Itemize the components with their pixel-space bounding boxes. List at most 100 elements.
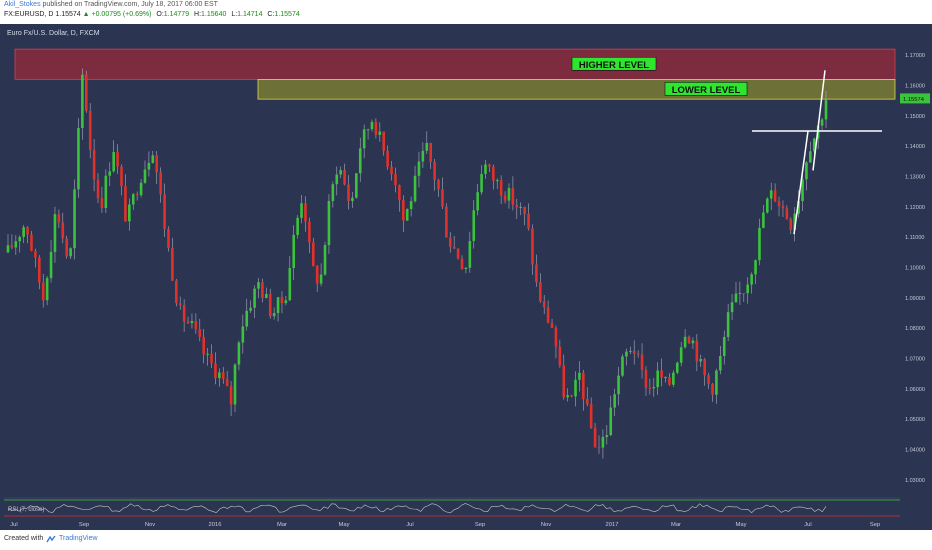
candle <box>585 399 589 405</box>
candle <box>84 74 88 111</box>
y-tick-label: 1.03000 <box>905 478 925 484</box>
price-axis <box>900 24 932 530</box>
candle <box>41 282 45 301</box>
candle <box>194 320 198 329</box>
candle <box>719 355 722 371</box>
candle <box>284 300 288 304</box>
candle <box>206 353 209 355</box>
candle <box>257 282 260 289</box>
candle <box>10 245 14 248</box>
candle <box>589 404 593 429</box>
candle <box>515 204 519 208</box>
created-with-text: Created with <box>4 535 44 542</box>
candle <box>668 377 671 385</box>
candle <box>288 268 292 301</box>
rsi-line <box>7 503 827 514</box>
candle <box>402 200 405 221</box>
candle <box>398 184 401 201</box>
y-tick-label: 1.14000 <box>905 144 925 150</box>
candle <box>34 251 37 258</box>
candle <box>738 293 742 295</box>
candle <box>77 127 80 190</box>
candle <box>433 161 436 180</box>
candle <box>315 266 319 284</box>
candle <box>789 218 793 230</box>
candle <box>538 282 542 302</box>
candle <box>464 267 468 270</box>
lower-level-label: LOWER LEVEL <box>672 85 741 96</box>
candle <box>409 201 413 209</box>
y-tick-label: 1.10000 <box>905 266 925 272</box>
candle <box>629 350 632 352</box>
candle <box>644 369 648 388</box>
candle <box>492 166 495 181</box>
candle <box>476 192 479 211</box>
candle <box>265 293 268 298</box>
candle <box>280 297 284 304</box>
x-tick-label: 2017 <box>606 522 619 528</box>
candle <box>14 241 18 248</box>
x-tick-label: May <box>339 522 350 528</box>
candle <box>128 204 131 222</box>
candle <box>679 347 683 363</box>
candle <box>245 310 249 327</box>
candle <box>562 365 566 398</box>
candle <box>448 237 452 247</box>
candle <box>49 251 53 279</box>
candle <box>155 155 159 173</box>
candle <box>531 228 534 265</box>
candle <box>22 227 25 237</box>
candle <box>605 435 609 438</box>
candle <box>593 428 597 448</box>
higher-level-zone <box>14 48 896 80</box>
low-value: 1.14714 <box>237 11 263 18</box>
candle <box>253 288 256 308</box>
candle <box>758 227 761 261</box>
candle <box>178 303 182 306</box>
candle <box>276 297 280 314</box>
price-chart[interactable]: 1.17000 1.16000 1.15000 1.14000 1.13000 1.120… <box>0 0 932 530</box>
candle <box>417 161 421 176</box>
candle <box>151 155 155 163</box>
footer-bar <box>0 530 932 550</box>
candle <box>632 350 636 354</box>
candle <box>558 346 562 366</box>
candle <box>621 356 624 376</box>
candle <box>812 138 816 152</box>
price-change: ▲ +0.00795 (+0.69%) <box>82 11 152 18</box>
candle <box>656 370 660 388</box>
candle <box>6 245 10 253</box>
candle <box>394 174 397 185</box>
candle <box>218 372 221 379</box>
candle <box>351 197 354 202</box>
candle <box>237 342 241 365</box>
author-link[interactable]: Akil_Stokes <box>4 1 41 8</box>
candle <box>57 214 61 223</box>
candle <box>503 195 507 201</box>
chart-area[interactable] <box>0 24 932 530</box>
candle <box>625 351 628 357</box>
candle <box>773 190 777 202</box>
y-tick-label: 1.06000 <box>905 387 925 393</box>
candle <box>311 242 315 267</box>
candle <box>116 152 119 167</box>
candle <box>92 150 96 180</box>
candle <box>441 189 444 207</box>
tradingview-brand[interactable]: TradingView <box>59 535 98 542</box>
candle <box>405 208 409 221</box>
candle <box>26 227 29 235</box>
candle <box>96 179 100 199</box>
last-price-tag <box>900 93 930 104</box>
candle <box>570 395 573 397</box>
candle <box>652 387 656 389</box>
candle <box>221 372 225 380</box>
candle <box>81 74 84 128</box>
candle <box>636 353 640 355</box>
trend-line <box>793 130 809 235</box>
candle <box>809 151 812 163</box>
last-price: 1.15574 <box>55 11 81 18</box>
candle <box>174 280 178 304</box>
candle <box>268 293 272 317</box>
candle <box>374 121 378 135</box>
candle <box>370 121 374 130</box>
